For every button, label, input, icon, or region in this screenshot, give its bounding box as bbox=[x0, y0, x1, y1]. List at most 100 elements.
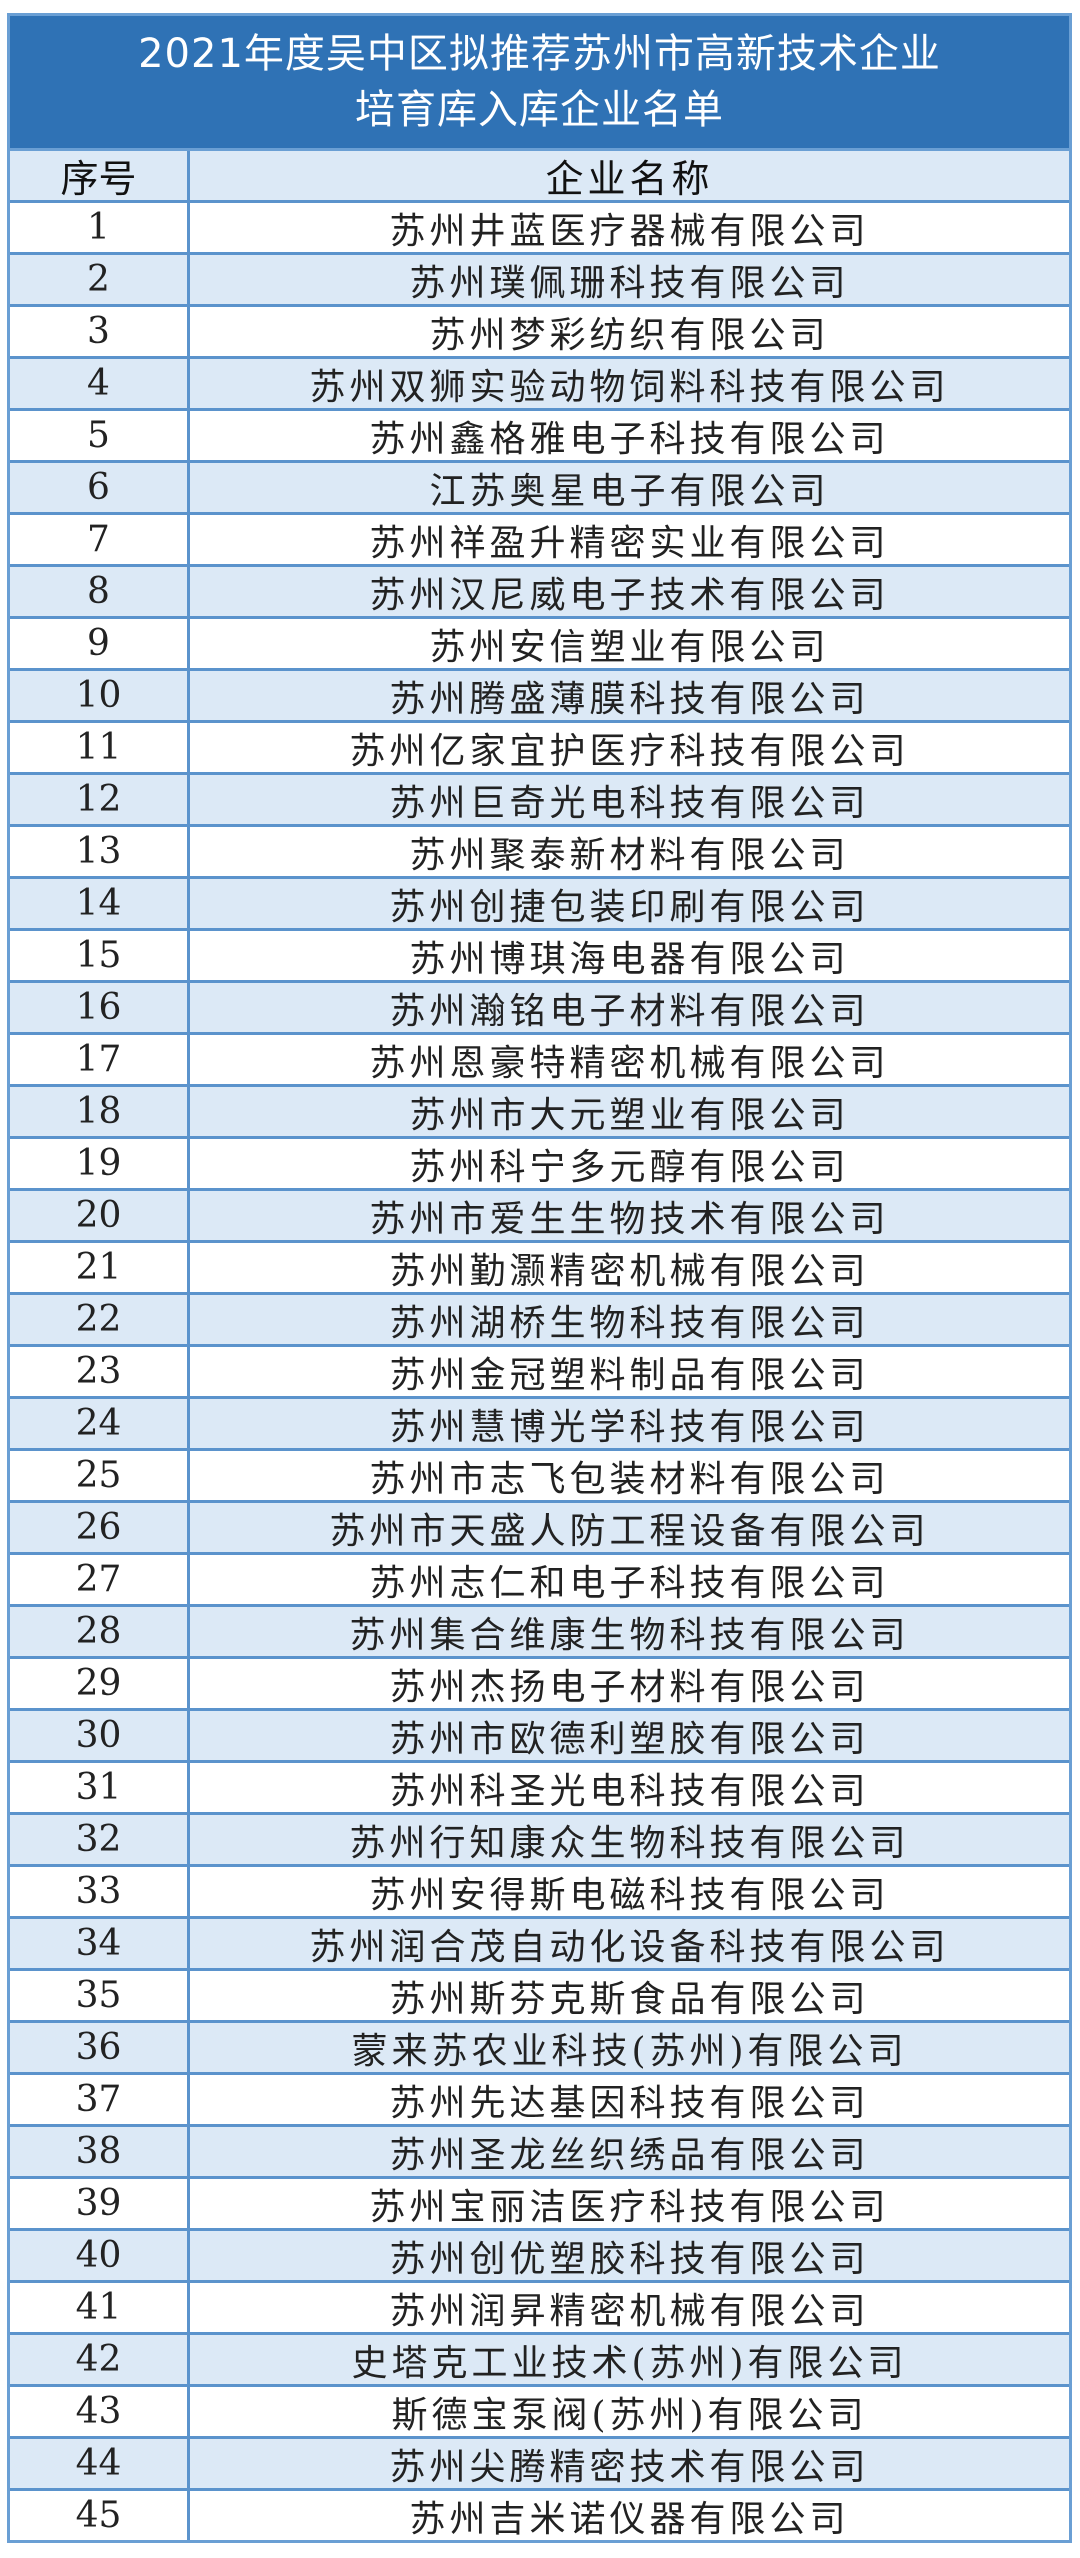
column-header-name: 企业名称 bbox=[545, 157, 714, 201]
row-index: 33 bbox=[10, 1867, 190, 1916]
table-title: 2021年度吴中区拟推荐苏州市高新技术企业 培育库入库企业名单 bbox=[10, 16, 1069, 151]
row-index: 36 bbox=[10, 2023, 190, 2072]
table-row: 12 苏州巨奇光电科技有限公司 bbox=[10, 775, 1069, 827]
company-name: 苏州湖桥生物科技有限公司 bbox=[389, 1302, 870, 1344]
row-index: 21 bbox=[10, 1243, 190, 1292]
company-name: 苏州璞佩珊科技有限公司 bbox=[409, 262, 850, 304]
table-row: 31 苏州科圣光电科技有限公司 bbox=[10, 1763, 1069, 1815]
company-name: 苏州双狮实验动物饲料科技有限公司 bbox=[309, 366, 950, 408]
company-name: 苏州金冠塑料制品有限公司 bbox=[389, 1354, 870, 1396]
row-index: 30 bbox=[10, 1711, 190, 1760]
table-row: 4 苏州双狮实验动物饲料科技有限公司 bbox=[10, 359, 1069, 411]
table-row: 39 苏州宝丽洁医疗科技有限公司 bbox=[10, 2179, 1069, 2231]
company-name: 苏州集合维康生物科技有限公司 bbox=[349, 1614, 910, 1656]
table-row: 37 苏州先达基因科技有限公司 bbox=[10, 2075, 1069, 2127]
table-row: 17 苏州恩豪特精密机械有限公司 bbox=[10, 1035, 1069, 1087]
company-name: 苏州亿家宜护医疗科技有限公司 bbox=[349, 730, 910, 772]
table-row: 7 苏州祥盈升精密实业有限公司 bbox=[10, 515, 1069, 567]
title-line-1: 2021年度吴中区拟推荐苏州市高新技术企业 bbox=[138, 31, 941, 77]
company-name: 苏州杰扬电子材料有限公司 bbox=[389, 1666, 870, 1708]
row-index: 34 bbox=[10, 1919, 190, 1968]
company-name: 苏州圣龙丝织绣品有限公司 bbox=[389, 2134, 870, 2176]
company-name: 苏州祥盈升精密实业有限公司 bbox=[369, 522, 890, 564]
row-index: 24 bbox=[10, 1399, 190, 1448]
company-name: 苏州慧博光学科技有限公司 bbox=[389, 1406, 870, 1448]
row-index: 16 bbox=[10, 983, 190, 1032]
company-name: 苏州瀚铭电子材料有限公司 bbox=[389, 990, 870, 1032]
table-row: 2 苏州璞佩珊科技有限公司 bbox=[10, 255, 1069, 307]
table-row: 23 苏州金冠塑料制品有限公司 bbox=[10, 1347, 1069, 1399]
company-name: 苏州市欧德利塑胶有限公司 bbox=[389, 1718, 870, 1760]
row-index: 31 bbox=[10, 1763, 190, 1812]
company-name: 苏州行知康众生物科技有限公司 bbox=[349, 1822, 910, 1864]
table-row: 28 苏州集合维康生物科技有限公司 bbox=[10, 1607, 1069, 1659]
table-row: 30 苏州市欧德利塑胶有限公司 bbox=[10, 1711, 1069, 1763]
row-index: 8 bbox=[10, 567, 190, 616]
row-index: 1 bbox=[10, 203, 190, 252]
table-row: 3 苏州梦彩纺织有限公司 bbox=[10, 307, 1069, 359]
row-index: 41 bbox=[10, 2283, 190, 2332]
company-name: 苏州安得斯电磁科技有限公司 bbox=[369, 1874, 890, 1916]
column-header-index: 序号 bbox=[10, 151, 190, 201]
row-index: 7 bbox=[10, 515, 190, 564]
company-name: 苏州鑫格雅电子科技有限公司 bbox=[369, 418, 890, 460]
table-row: 9 苏州安信塑业有限公司 bbox=[10, 619, 1069, 671]
row-index: 43 bbox=[10, 2387, 190, 2436]
company-name: 苏州市大元塑业有限公司 bbox=[409, 1094, 850, 1136]
table-row: 27 苏州志仁和电子科技有限公司 bbox=[10, 1555, 1069, 1607]
company-name: 苏州井蓝医疗器械有限公司 bbox=[389, 210, 870, 252]
company-name: 苏州先达基因科技有限公司 bbox=[389, 2082, 870, 2124]
company-name: 苏州科宁多元醇有限公司 bbox=[409, 1146, 850, 1188]
table-row: 1 苏州井蓝医疗器械有限公司 bbox=[10, 203, 1069, 255]
row-index: 39 bbox=[10, 2179, 190, 2228]
table-row: 25 苏州市志飞包装材料有限公司 bbox=[10, 1451, 1069, 1503]
table-row: 11 苏州亿家宜护医疗科技有限公司 bbox=[10, 723, 1069, 775]
row-index: 22 bbox=[10, 1295, 190, 1344]
row-index: 2 bbox=[10, 255, 190, 304]
table-row: 38 苏州圣龙丝织绣品有限公司 bbox=[10, 2127, 1069, 2179]
table-row: 43 斯德宝泵阀(苏州)有限公司 bbox=[10, 2387, 1069, 2439]
company-name: 苏州润昇精密机械有限公司 bbox=[389, 2290, 870, 2332]
row-index: 45 bbox=[10, 2491, 190, 2540]
company-name: 苏州润合茂自动化设备科技有限公司 bbox=[309, 1926, 950, 1968]
company-name: 苏州恩豪特精密机械有限公司 bbox=[369, 1042, 890, 1084]
row-index: 3 bbox=[10, 307, 190, 356]
table-row: 32 苏州行知康众生物科技有限公司 bbox=[10, 1815, 1069, 1867]
company-name: 苏州巨奇光电科技有限公司 bbox=[389, 782, 870, 824]
table-row: 41 苏州润昇精密机械有限公司 bbox=[10, 2283, 1069, 2335]
company-name: 苏州宝丽洁医疗科技有限公司 bbox=[369, 2186, 890, 2228]
title-line-2: 培育库入库企业名单 bbox=[355, 87, 724, 133]
company-name: 苏州聚泰新材料有限公司 bbox=[409, 834, 850, 876]
row-index: 42 bbox=[10, 2335, 190, 2384]
row-index: 38 bbox=[10, 2127, 190, 2176]
row-index: 12 bbox=[10, 775, 190, 824]
company-name: 苏州博琪海电器有限公司 bbox=[409, 938, 850, 980]
row-index: 28 bbox=[10, 1607, 190, 1656]
table-row: 18 苏州市大元塑业有限公司 bbox=[10, 1087, 1069, 1139]
row-index: 23 bbox=[10, 1347, 190, 1396]
company-list-table: 2021年度吴中区拟推荐苏州市高新技术企业 培育库入库企业名单 序号 企业名称 … bbox=[7, 13, 1072, 2543]
table-row: 36 蒙来苏农业科技(苏州)有限公司 bbox=[10, 2023, 1069, 2075]
row-index: 35 bbox=[10, 1971, 190, 2020]
company-name: 苏州科圣光电科技有限公司 bbox=[389, 1770, 870, 1812]
table-row: 35 苏州斯芬克斯食品有限公司 bbox=[10, 1971, 1069, 2023]
column-header-row: 序号 企业名称 bbox=[10, 151, 1069, 203]
table-body: 1 苏州井蓝医疗器械有限公司 2 苏州璞佩珊科技有限公司 3 苏州梦彩纺织有限公司 4 苏州双… bbox=[10, 203, 1069, 2540]
row-index: 11 bbox=[10, 723, 190, 772]
row-index: 26 bbox=[10, 1503, 190, 1552]
row-index: 9 bbox=[10, 619, 190, 668]
row-index: 17 bbox=[10, 1035, 190, 1084]
table-row: 34 苏州润合茂自动化设备科技有限公司 bbox=[10, 1919, 1069, 1971]
row-index: 13 bbox=[10, 827, 190, 876]
company-name: 江苏奥星电子有限公司 bbox=[429, 470, 830, 512]
row-index: 27 bbox=[10, 1555, 190, 1604]
row-index: 32 bbox=[10, 1815, 190, 1864]
table-row: 42 史塔克工业技术(苏州)有限公司 bbox=[10, 2335, 1069, 2387]
company-name: 苏州勤灏精密机械有限公司 bbox=[389, 1250, 870, 1292]
company-name: 苏州创优塑胶科技有限公司 bbox=[389, 2238, 870, 2280]
row-index: 14 bbox=[10, 879, 190, 928]
table-row: 45 苏州吉米诺仪器有限公司 bbox=[10, 2491, 1069, 2540]
company-name: 苏州市天盛人防工程设备有限公司 bbox=[329, 1510, 930, 1552]
table-row: 40 苏州创优塑胶科技有限公司 bbox=[10, 2231, 1069, 2283]
company-name: 苏州创捷包装印刷有限公司 bbox=[389, 886, 870, 928]
